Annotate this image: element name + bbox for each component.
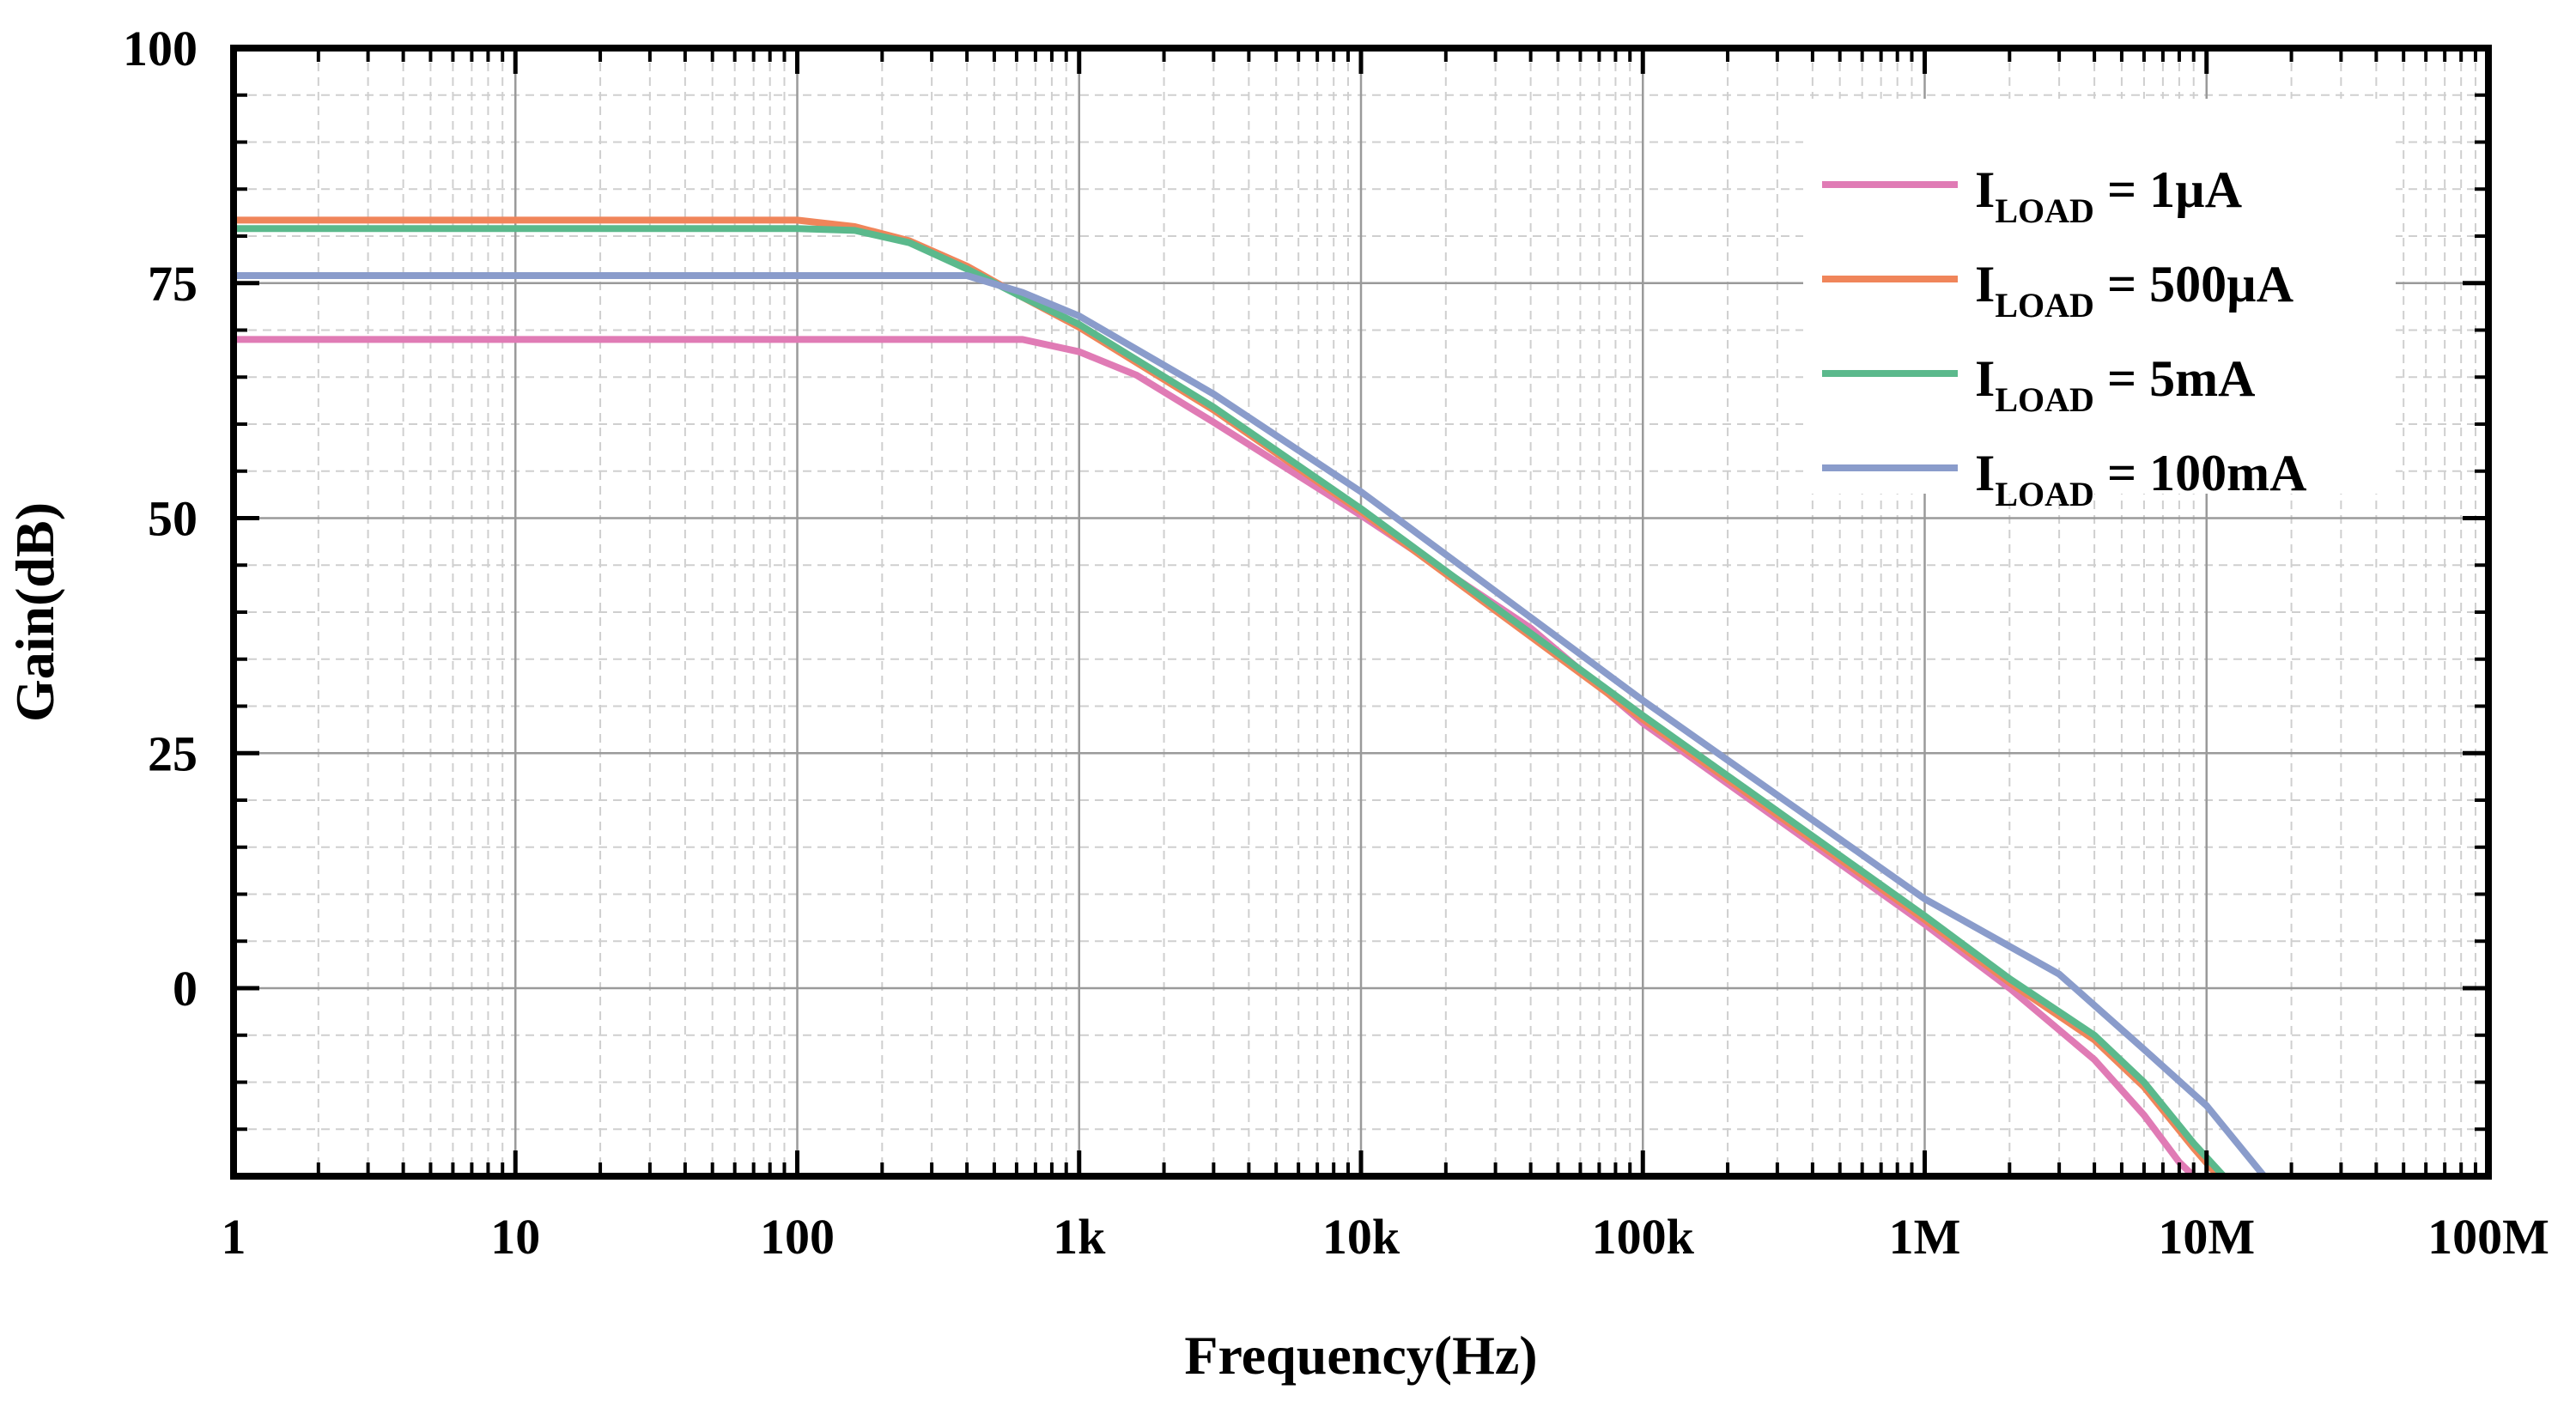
y-tick-label: 25	[148, 725, 197, 781]
y-tick-label: 100	[123, 21, 197, 76]
y-tick-label: 75	[148, 256, 197, 312]
y-tick-labels: 0 25 50 75 100	[123, 21, 197, 1017]
x-tick-label: 10k	[1322, 1209, 1400, 1265]
legend-label-2: ILOAD = 500µA	[1975, 256, 2293, 325]
x-tick-label: 1M	[1889, 1209, 1961, 1265]
legend-label-1: ILOAD = 1µA	[1975, 161, 2242, 230]
x-tick-label: 100	[760, 1209, 835, 1265]
legend-label-sub: LOAD	[1995, 380, 2094, 419]
legend-label-main: I	[1975, 445, 1995, 501]
legend-label-main: I	[1975, 161, 1995, 218]
legend-label-rest: = 5mA	[2094, 350, 2256, 407]
x-axis-title: Frequency(Hz)	[1184, 1325, 1537, 1386]
y-tick-label: 0	[173, 961, 197, 1017]
x-tick-label: 1k	[1053, 1209, 1106, 1265]
legend-label-sub: LOAD	[1995, 191, 2094, 230]
x-tick-label: 100k	[1592, 1209, 1695, 1265]
series-line-4	[234, 272, 2268, 1176]
x-tick-label: 10M	[2158, 1209, 2255, 1265]
legend-label-rest: = 500µA	[2094, 256, 2293, 313]
x-tick-label: 10	[490, 1209, 540, 1265]
x-tick-label: 100M	[2427, 1209, 2549, 1265]
legend-label-rest: = 1µA	[2094, 161, 2242, 218]
plot-frame	[230, 45, 2492, 1180]
legend-label-sub: LOAD	[1995, 475, 2094, 513]
legend-label-3: ILOAD = 5mA	[1975, 350, 2255, 419]
legend-label-main: I	[1975, 256, 1995, 313]
data-series	[234, 216, 2268, 1176]
series-line-1	[234, 336, 2197, 1176]
x-tick-label: 1	[222, 1209, 246, 1265]
legend-label-sub: LOAD	[1995, 286, 2094, 325]
legend-background	[1803, 99, 2396, 494]
series-line-3	[234, 225, 2227, 1176]
x-tick-labels: 1 10 100 1k 10k 100k 1M 10M 100M	[222, 1209, 2549, 1265]
y-tick-label: 50	[148, 491, 197, 547]
legend-label-main: I	[1975, 350, 1995, 407]
y-axis-title: Gain(dB)	[4, 502, 65, 722]
legend-label-4: ILOAD = 100mA	[1975, 445, 2306, 513]
legend-label-rest: = 100mA	[2094, 445, 2307, 501]
